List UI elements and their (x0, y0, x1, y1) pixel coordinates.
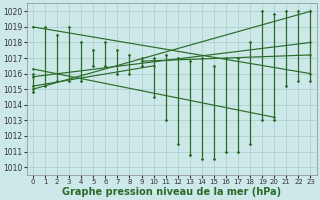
X-axis label: Graphe pression niveau de la mer (hPa): Graphe pression niveau de la mer (hPa) (62, 187, 281, 197)
